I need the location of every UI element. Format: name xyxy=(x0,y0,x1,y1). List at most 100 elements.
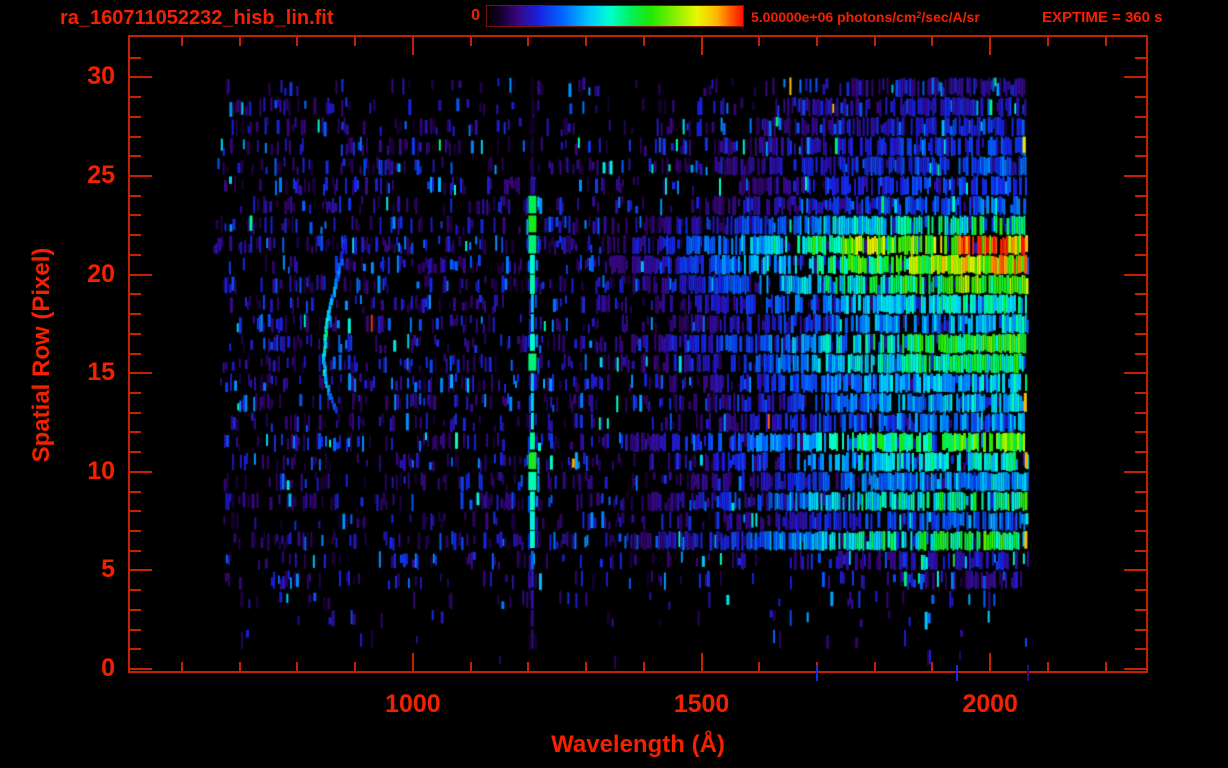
y-tick xyxy=(1135,589,1146,592)
x-tick xyxy=(873,662,876,671)
y-tick xyxy=(130,293,141,296)
y-tick xyxy=(1135,234,1146,237)
y-tick xyxy=(130,391,141,394)
plot-title: ra_160711052232_hisb_lin.fit xyxy=(60,7,334,29)
y-tick xyxy=(130,510,141,513)
x-tick xyxy=(411,37,414,55)
y-tick xyxy=(130,431,141,434)
colorbar-gradient xyxy=(486,5,744,27)
y-tick xyxy=(1135,194,1146,197)
y-tick xyxy=(1135,214,1146,217)
spectral-image xyxy=(130,37,1146,671)
x-tick xyxy=(238,662,241,671)
y-tick xyxy=(130,234,141,237)
y-tick xyxy=(1135,490,1146,493)
y-tick xyxy=(1135,391,1146,394)
y-tick xyxy=(1135,253,1146,256)
x-tick xyxy=(642,662,645,671)
plot-frame xyxy=(128,35,1148,681)
y-tick xyxy=(1135,411,1146,414)
x-tick xyxy=(758,662,761,671)
x-tick xyxy=(700,37,703,55)
y-tick xyxy=(1135,56,1146,59)
x-tick xyxy=(700,653,703,671)
y-tick xyxy=(130,529,141,532)
y-tick xyxy=(130,411,141,414)
x-tick xyxy=(527,662,530,671)
x-tick xyxy=(585,37,588,46)
y-tick xyxy=(130,628,141,631)
x-tick xyxy=(296,37,299,46)
x-tick xyxy=(989,37,992,55)
x-tick xyxy=(815,37,818,46)
x-tick xyxy=(989,653,992,671)
x-tick xyxy=(1046,662,1049,671)
y-tick xyxy=(130,135,141,138)
y-tick xyxy=(1135,648,1146,651)
y-tick xyxy=(130,608,141,611)
x-tick xyxy=(180,37,183,46)
y-tick xyxy=(130,96,141,99)
y-tick xyxy=(130,214,141,217)
x-tick xyxy=(1104,662,1107,671)
detector-artifact xyxy=(956,665,959,681)
y-tick xyxy=(130,352,141,355)
y-tick xyxy=(130,668,152,671)
detector-artifact xyxy=(815,665,818,681)
y-tick-label-6: 30 xyxy=(87,62,115,91)
y-tick xyxy=(130,470,152,473)
y-tick xyxy=(1135,529,1146,532)
y-tick xyxy=(1135,451,1146,454)
x-tick xyxy=(354,662,357,671)
y-tick xyxy=(130,155,141,158)
y-tick-label-2: 10 xyxy=(87,456,115,485)
x-tick xyxy=(585,662,588,671)
x-tick xyxy=(469,662,472,671)
x-tick xyxy=(238,37,241,46)
y-tick xyxy=(130,451,141,454)
y-tick xyxy=(130,253,141,256)
y-tick xyxy=(130,115,141,118)
colorbar-max-sup: 2 xyxy=(916,10,922,20)
colorbar-max-suffix: /sec/A/sr xyxy=(921,9,980,25)
y-tick xyxy=(130,589,141,592)
y-tick xyxy=(1135,510,1146,513)
y-tick xyxy=(130,372,152,375)
y-tick xyxy=(1124,372,1146,375)
y-tick xyxy=(1135,332,1146,335)
x-tick xyxy=(1104,37,1107,46)
y-tick xyxy=(1135,352,1146,355)
y-tick xyxy=(1135,431,1146,434)
y-tick xyxy=(130,76,152,79)
colorbar-min-label: 0 xyxy=(471,7,480,24)
y-tick-label-0: 0 xyxy=(101,654,115,683)
x-tick xyxy=(469,37,472,46)
x-tick-label-0: 1000 xyxy=(385,690,441,718)
y-tick xyxy=(130,569,152,572)
x-tick-label-1: 1500 xyxy=(673,690,730,718)
y-tick xyxy=(1135,608,1146,611)
y-tick xyxy=(1135,313,1146,316)
x-tick xyxy=(296,662,299,671)
y-tick xyxy=(1124,569,1146,572)
y-tick xyxy=(130,313,141,316)
y-tick xyxy=(130,490,141,493)
x-tick xyxy=(1046,37,1049,46)
y-tick xyxy=(1124,668,1146,671)
y-tick xyxy=(1135,155,1146,158)
colorbar-max-label: 5.00000e+06 photons/cm2/sec/A/sr xyxy=(751,9,980,25)
x-tick xyxy=(354,37,357,46)
y-tick-label-3: 15 xyxy=(87,358,115,387)
colorbar-max-prefix: 5.00000e+06 photons/cm xyxy=(751,9,917,25)
y-tick xyxy=(1135,549,1146,552)
y-tick xyxy=(1135,135,1146,138)
x-tick xyxy=(411,653,414,671)
y-tick xyxy=(1135,96,1146,99)
y-tick xyxy=(130,175,152,178)
x-tick xyxy=(931,662,934,671)
exptime-label: EXPTIME = 360 s xyxy=(1042,9,1163,26)
x-tick xyxy=(642,37,645,46)
y-tick-label-1: 5 xyxy=(101,555,115,584)
x-tick xyxy=(931,37,934,46)
